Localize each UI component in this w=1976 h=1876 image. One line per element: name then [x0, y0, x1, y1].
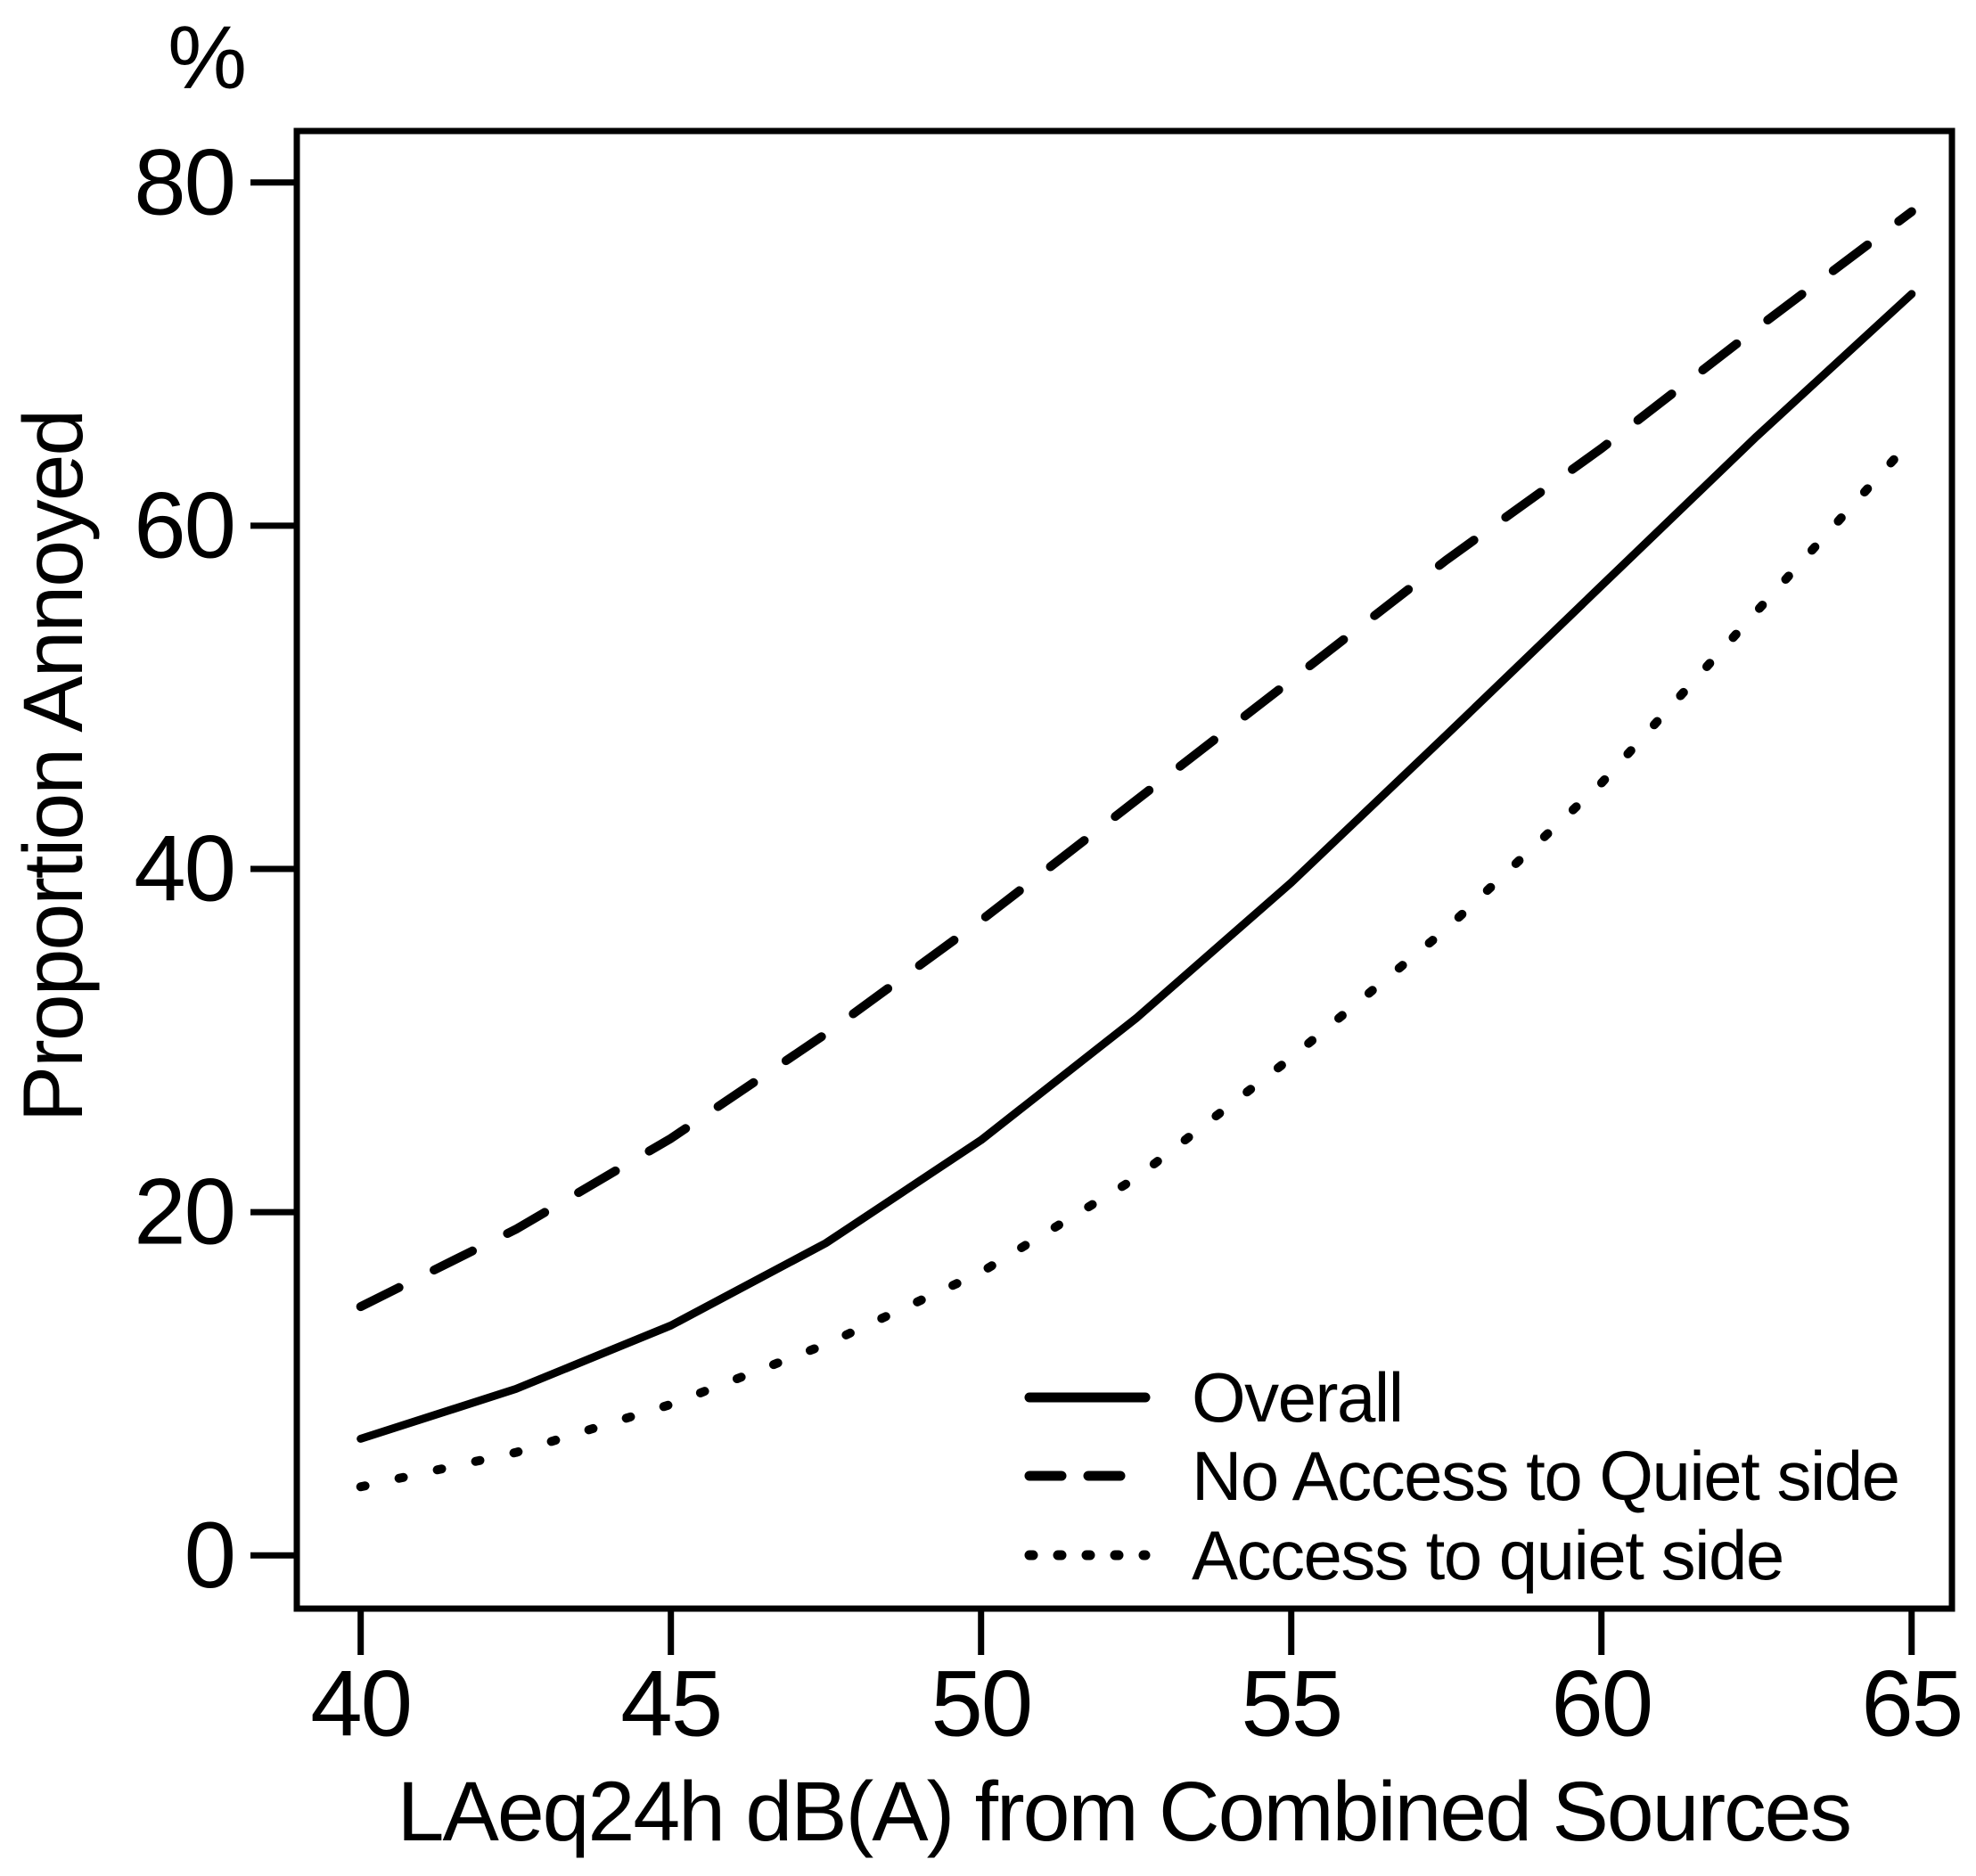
- legend-label-access-to-quiet-side: Access to quiet side: [1192, 1516, 1783, 1594]
- y-axis-unit-label: %: [168, 8, 245, 108]
- y-axis-title: Proportion Annoyed: [6, 411, 101, 1123]
- x-tick-label: 40: [310, 1652, 411, 1757]
- y-tick-label: 40: [134, 817, 234, 922]
- x-axis-title: LAeq24h dB(A) from Combined Sources: [398, 1765, 1850, 1859]
- y-tick-label: 0: [184, 1503, 234, 1608]
- x-tick-label: 60: [1551, 1652, 1652, 1757]
- legend-label-overall: Overall: [1192, 1358, 1403, 1437]
- y-tick-label: 60: [134, 473, 234, 578]
- x-tick-label: 65: [1861, 1652, 1962, 1757]
- curve-no-access-to-quiet-side: [356, 207, 1916, 1312]
- x-tick-label: 55: [1241, 1652, 1341, 1757]
- legend-label-no-access-to-quiet-side: No Access to Quiet side: [1192, 1437, 1899, 1515]
- curve-overall: [357, 290, 1916, 1443]
- y-tick-label: 80: [134, 130, 234, 234]
- curve-access-to-quiet-side: [356, 435, 1916, 1492]
- x-tick-label: 45: [620, 1652, 721, 1757]
- y-tick-label: 20: [134, 1160, 234, 1265]
- x-tick-label: 50: [931, 1652, 1031, 1757]
